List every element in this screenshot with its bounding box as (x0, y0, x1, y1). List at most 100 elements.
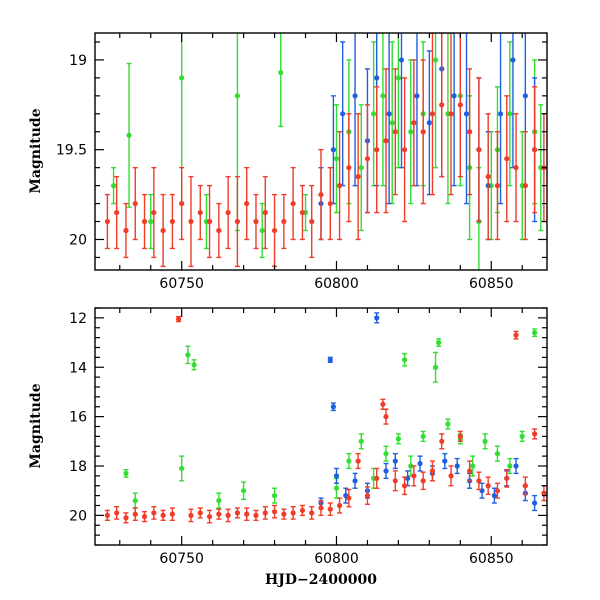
bottom-y-tick-label: 14 (69, 360, 87, 376)
bottom-data-point (291, 510, 296, 515)
top-data-point (263, 210, 268, 215)
bottom-data-point (458, 434, 463, 439)
top-data-point (452, 93, 457, 98)
top-data-point (523, 93, 528, 98)
bottom-data-point (532, 431, 537, 436)
bottom-x-tick-label: 60800 (314, 551, 359, 567)
top-x-tick-label: 60750 (159, 276, 204, 292)
bottom-data-point (216, 498, 221, 503)
top-data-point (281, 219, 286, 224)
bottom-data-point (161, 513, 166, 518)
bottom-data-point (374, 476, 379, 481)
bottom-data-point (253, 513, 258, 518)
top-data-point (207, 219, 212, 224)
bottom-data-point (346, 458, 351, 463)
top-data-point (123, 228, 128, 233)
bottom-data-point (272, 509, 277, 514)
bottom-data-point (513, 463, 518, 468)
top-data-point (359, 165, 364, 170)
top-data-point (476, 147, 481, 152)
top-data-point (291, 201, 296, 206)
bottom-data-point (495, 451, 500, 456)
bottom-data-point (216, 512, 221, 517)
top-data-point (523, 183, 528, 188)
bottom-data-point (445, 421, 450, 426)
bottom-data-point (442, 458, 447, 463)
top-y-tick-label: 20 (69, 232, 87, 248)
top-data-point (253, 219, 258, 224)
bottom-data-point (467, 468, 472, 473)
top-data-point (421, 129, 426, 134)
top-data-point (365, 156, 370, 161)
bottom-data-point (448, 473, 453, 478)
top-panel-marks (105, 0, 547, 275)
top-data-point (331, 147, 336, 152)
bottom-data-point (176, 317, 181, 322)
bottom-data-point (105, 513, 110, 518)
bottom-panel-marks (105, 313, 547, 523)
top-data-point (427, 120, 432, 125)
top-data-point (272, 228, 277, 233)
top-panel: 60750 60800 608501919.520 Magnitude (28, 0, 547, 292)
bottom-data-point (151, 510, 156, 515)
top-data-point (513, 165, 518, 170)
bottom-data-point (133, 498, 138, 503)
top-data-point (179, 75, 184, 80)
top-data-point (467, 129, 472, 134)
bottom-data-point (133, 512, 138, 517)
top-data-point (340, 111, 345, 116)
bottom-y-tick-label: 20 (69, 508, 87, 524)
bottom-data-point (334, 473, 339, 478)
light-curve-figure: 60750 60800 608501919.520 Magnitude 60750 6… (0, 0, 600, 600)
bottom-data-point (309, 510, 314, 515)
bottom-data-point (396, 436, 401, 441)
top-data-point (133, 201, 138, 206)
bottom-data-point (142, 514, 147, 519)
bottom-data-point (470, 463, 475, 468)
bottom-data-point (504, 476, 509, 481)
bottom-x-axis-label: HJD−2400000 (265, 572, 377, 588)
bottom-data-point (114, 510, 119, 515)
top-data-point (334, 156, 339, 161)
bottom-data-point (541, 491, 546, 496)
top-data-point (399, 57, 404, 62)
bottom-data-point (486, 483, 491, 488)
top-data-point (532, 147, 537, 152)
bottom-data-point (393, 458, 398, 463)
top-data-point (507, 111, 512, 116)
top-data-point (346, 165, 351, 170)
bottom-data-point (520, 434, 525, 439)
top-data-point (430, 111, 435, 116)
top-data-point (226, 210, 231, 215)
top-data-point (151, 210, 156, 215)
top-data-point (216, 228, 221, 233)
bottom-data-point (411, 473, 416, 478)
top-y-axis-label: Magnitude (28, 108, 44, 193)
top-data-point (244, 201, 249, 206)
bottom-data-point (402, 483, 407, 488)
top-data-point (148, 219, 153, 224)
top-data-point (374, 75, 379, 80)
top-data-point (198, 210, 203, 215)
bottom-data-point (383, 451, 388, 456)
bottom-data-point (439, 439, 444, 444)
top-data-point (390, 120, 395, 125)
top-data-point (486, 174, 491, 179)
bottom-data-point (365, 493, 370, 498)
top-data-point (464, 111, 469, 116)
bottom-data-point (507, 463, 512, 468)
bottom-data-point (495, 488, 500, 493)
top-data-point (383, 138, 388, 143)
bottom-data-point (436, 340, 441, 345)
bottom-data-point (188, 513, 193, 518)
bottom-data-point (318, 505, 323, 510)
bottom-x-tick-label: 60850 (469, 551, 514, 567)
bottom-data-point (198, 510, 203, 515)
top-data-point (380, 93, 385, 98)
bottom-data-point (482, 439, 487, 444)
top-data-point (402, 147, 407, 152)
bottom-data-point (241, 488, 246, 493)
bottom-y-axis-label: Magnitude (28, 383, 44, 468)
bottom-data-point (337, 503, 342, 508)
top-data-point (111, 183, 116, 188)
